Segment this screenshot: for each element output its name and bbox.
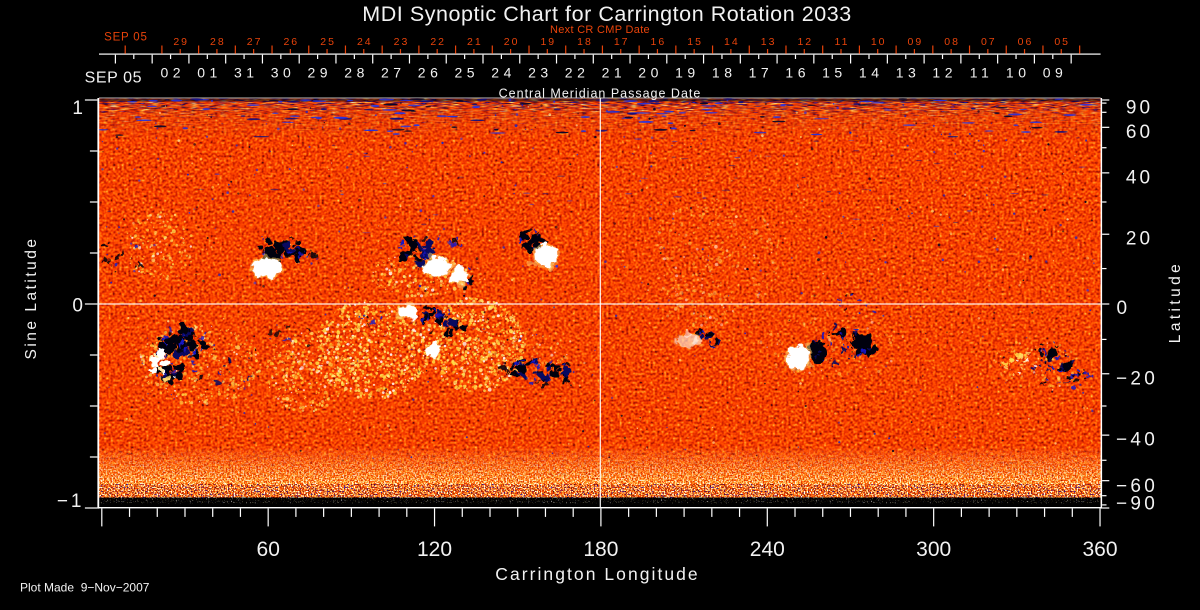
svg-text:31: 31	[234, 65, 259, 81]
svg-text:Latitude: Latitude	[1167, 261, 1184, 343]
svg-text:Plot Made 9−Nov−2007: Plot Made 9−Nov−2007	[20, 581, 150, 595]
svg-text:16: 16	[651, 36, 667, 48]
svg-text:−60: −60	[1116, 476, 1158, 497]
svg-text:07: 07	[981, 36, 997, 48]
svg-text:120: 120	[417, 538, 452, 561]
svg-text:10: 10	[871, 36, 887, 48]
svg-text:MDI Synoptic Chart for Carring: MDI Synoptic Chart for Carrington Rotati…	[362, 2, 852, 26]
svg-text:20: 20	[638, 65, 663, 81]
svg-text:22: 22	[430, 36, 446, 48]
svg-text:20: 20	[504, 36, 520, 48]
svg-text:14: 14	[859, 65, 884, 81]
svg-text:40: 40	[1126, 167, 1153, 188]
svg-text:14: 14	[724, 36, 740, 48]
svg-text:0: 0	[1117, 298, 1128, 319]
svg-text:21: 21	[467, 36, 483, 48]
svg-text:17: 17	[614, 36, 630, 48]
svg-text:11: 11	[835, 36, 850, 48]
svg-text:0: 0	[72, 296, 83, 317]
svg-text:22: 22	[565, 65, 590, 81]
svg-text:Carrington Longitude: Carrington Longitude	[495, 564, 699, 584]
svg-text:Sine Latitude: Sine Latitude	[23, 237, 40, 360]
svg-text:19: 19	[675, 65, 700, 81]
svg-text:20: 20	[1126, 229, 1153, 250]
svg-text:09: 09	[1043, 65, 1068, 81]
svg-text:240: 240	[750, 538, 785, 561]
svg-text:26: 26	[418, 65, 443, 81]
svg-text:13: 13	[761, 36, 777, 48]
svg-text:08: 08	[944, 36, 960, 48]
svg-text:11: 11	[970, 65, 994, 81]
svg-text:28: 28	[344, 65, 369, 81]
svg-text:−1: −1	[57, 491, 85, 512]
svg-text:01: 01	[197, 65, 222, 81]
svg-text:Next CR CMP Date: Next CR CMP Date	[550, 24, 650, 36]
svg-text:02: 02	[161, 65, 186, 81]
svg-text:12: 12	[932, 65, 957, 81]
svg-text:17: 17	[749, 65, 774, 81]
svg-text:25: 25	[320, 36, 336, 48]
svg-text:1: 1	[72, 98, 83, 119]
svg-text:26: 26	[283, 36, 299, 48]
svg-text:25: 25	[455, 65, 480, 81]
svg-text:09: 09	[908, 36, 924, 48]
svg-text:30: 30	[271, 65, 296, 81]
svg-text:05: 05	[1054, 36, 1070, 48]
svg-text:SEP 05: SEP 05	[85, 70, 143, 87]
svg-text:24: 24	[491, 65, 516, 81]
svg-text:29: 29	[173, 36, 189, 48]
svg-text:27: 27	[381, 65, 406, 81]
svg-text:12: 12	[797, 36, 813, 48]
svg-text:SEP 05: SEP 05	[104, 32, 148, 44]
svg-text:06: 06	[1018, 36, 1034, 48]
svg-text:360: 360	[1082, 538, 1117, 561]
svg-text:15: 15	[822, 65, 847, 81]
svg-text:18: 18	[577, 36, 593, 48]
svg-text:19: 19	[540, 36, 556, 48]
svg-text:27: 27	[247, 36, 263, 48]
svg-text:28: 28	[210, 36, 226, 48]
svg-text:180: 180	[583, 538, 618, 561]
svg-text:21: 21	[602, 65, 627, 81]
svg-text:15: 15	[687, 36, 703, 48]
svg-text:10: 10	[1006, 65, 1031, 81]
svg-text:300: 300	[916, 538, 951, 561]
svg-text:16: 16	[785, 65, 810, 81]
svg-text:23: 23	[394, 36, 410, 48]
svg-text:18: 18	[712, 65, 737, 81]
svg-text:29: 29	[308, 65, 333, 81]
svg-text:−90: −90	[1116, 494, 1158, 515]
svg-text:60: 60	[1126, 122, 1153, 143]
svg-text:60: 60	[257, 538, 280, 561]
svg-text:24: 24	[357, 36, 373, 48]
svg-text:Central Meridian Passage Date: Central Meridian Passage Date	[499, 87, 702, 101]
svg-text:90: 90	[1126, 98, 1153, 119]
svg-text:−40: −40	[1116, 430, 1158, 451]
svg-text:−20: −20	[1116, 368, 1158, 389]
svg-text:13: 13	[896, 65, 921, 81]
svg-text:23: 23	[528, 65, 553, 81]
